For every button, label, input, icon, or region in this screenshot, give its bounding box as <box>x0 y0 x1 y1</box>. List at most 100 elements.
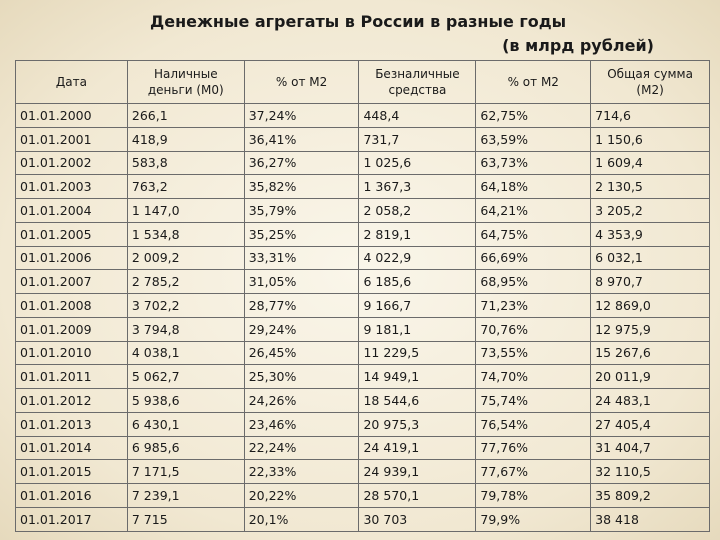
cell-total-m2: 714,6 <box>590 103 710 128</box>
cell-cash-m0: 3 702,2 <box>126 293 245 318</box>
cell-date: 01.01.2006 <box>15 245 128 271</box>
cell-noncash: 1 025,6 <box>358 150 477 176</box>
cell-total-m2: 12 869,0 <box>590 293 710 318</box>
cell-cash-m0: 3 794,8 <box>126 316 245 342</box>
cell-noncash: 24 939,1 <box>358 459 477 484</box>
cell-total-m2: 8 970,7 <box>590 269 710 294</box>
cell-total-m2: 1 150,6 <box>590 126 710 152</box>
table-row: 01.01.2016 7 239,1 20,22% 28 570,1 79,78% 35 … <box>15 483 710 508</box>
cell-noncash-share: 64,21% <box>475 198 592 223</box>
cell-noncash: 14 949,1 <box>358 364 477 389</box>
table-row: 01.01.2003 763,2 35,82% 1 367,3 64,18% 2 130,… <box>15 174 710 199</box>
title-line-2: (в млрд рублей) <box>502 36 654 55</box>
cell-noncash-share: 76,54% <box>475 411 592 437</box>
cell-cash-m0: 7 171,5 <box>126 459 245 484</box>
cell-total-m2: 3 205,2 <box>590 198 710 223</box>
cell-total-m2: 1 609,4 <box>590 150 710 176</box>
cell-cash-share: 33,31% <box>243 245 360 271</box>
cell-cash-m0: 2 785,2 <box>126 269 245 294</box>
cell-noncash-share: 77,67% <box>475 459 592 484</box>
cell-cash-share: 22,33% <box>243 459 360 484</box>
cell-total-m2: 32 110,5 <box>590 459 710 484</box>
header-date: Дата <box>15 60 128 104</box>
cell-cash-share: 36,41% <box>243 126 360 152</box>
cell-noncash-share: 70,76% <box>475 316 592 342</box>
cell-noncash-share: 71,23% <box>475 293 592 318</box>
table-row: 01.01.2015 7 171,5 22,33% 24 939,1 77,67% 32 … <box>15 459 710 484</box>
table-row: 01.01.2009 3 794,8 29,24% 9 181,1 70,76% 12 9… <box>15 316 710 342</box>
cell-noncash-share: 77,76% <box>475 435 592 461</box>
cell-cash-share: 35,79% <box>243 198 360 223</box>
cell-noncash-share: 73,55% <box>475 340 592 366</box>
cell-cash-share: 35,25% <box>243 221 360 247</box>
cell-date: 01.01.2004 <box>15 198 128 223</box>
cell-cash-share: 28,77% <box>243 293 360 318</box>
cell-date: 01.01.2016 <box>15 483 128 508</box>
cell-noncash: 731,7 <box>358 126 477 152</box>
cell-noncash: 28 570,1 <box>358 483 477 508</box>
cell-noncash: 1 367,3 <box>358 174 477 199</box>
cell-date: 01.01.2010 <box>15 340 128 366</box>
cell-noncash-share: 79,78% <box>475 483 592 508</box>
cell-date: 01.01.2000 <box>15 103 128 128</box>
cell-noncash-share: 79,9% <box>475 506 592 532</box>
cell-noncash: 9 181,1 <box>358 316 477 342</box>
table-row: 01.01.2011 5 062,7 25,30% 14 949,1 74,70% 20 … <box>15 364 710 389</box>
money-aggregates-table: Дата Наличные деньги (М0) % от М2 Безнал… <box>15 60 710 532</box>
cell-cash-share: 25,30% <box>243 364 360 389</box>
cell-noncash: 20 975,3 <box>358 411 477 437</box>
cell-cash-m0: 6 985,6 <box>126 435 245 461</box>
cell-date: 01.01.2005 <box>15 221 128 247</box>
cell-date: 01.01.2009 <box>15 316 128 342</box>
table-row: 01.01.2006 2 009,2 33,31% 4 022,9 66,69% 6 03… <box>15 245 710 271</box>
table-row: 01.01.2008 3 702,2 28,77% 9 166,7 71,23% 12 8… <box>15 293 710 318</box>
cell-date: 01.01.2007 <box>15 269 128 294</box>
table-row: 01.01.2017 7 715 20,1% 30 703 79,9% 38 418 <box>15 506 710 532</box>
cell-noncash: 448,4 <box>358 103 477 128</box>
cell-cash-share: 23,46% <box>243 411 360 437</box>
table-row: 01.01.2002 583,8 36,27% 1 025,6 63,73% 1 609,… <box>15 150 710 176</box>
cell-noncash-share: 63,73% <box>475 150 592 176</box>
cell-total-m2: 2 130,5 <box>590 174 710 199</box>
cell-cash-m0: 418,9 <box>126 126 245 152</box>
cell-cash-share: 35,82% <box>243 174 360 199</box>
cell-date: 01.01.2014 <box>15 435 128 461</box>
cell-cash-share: 22,24% <box>243 435 360 461</box>
table-row: 01.01.2001 418,9 36,41% 731,7 63,59% 1 150,6 <box>15 126 710 152</box>
cell-cash-share: 26,45% <box>243 340 360 366</box>
cell-noncash: 9 166,7 <box>358 293 477 318</box>
cell-noncash-share: 63,59% <box>475 126 592 152</box>
table-row: 01.01.2007 2 785,2 31,05% 6 185,6 68,95% 8 97… <box>15 269 710 294</box>
cell-total-m2: 6 032,1 <box>590 245 710 271</box>
cell-total-m2: 27 405,4 <box>590 411 710 437</box>
table-row: 01.01.2004 1 147,0 35,79% 2 058,2 64,21% 3 20… <box>15 198 710 223</box>
table-row: 01.01.2012 5 938,6 24,26% 18 544,6 75,74% 24 … <box>15 388 710 413</box>
cell-noncash-share: 68,95% <box>475 269 592 294</box>
cell-total-m2: 20 011,9 <box>590 364 710 389</box>
cell-date: 01.01.2002 <box>15 150 128 176</box>
cell-total-m2: 35 809,2 <box>590 483 710 508</box>
cell-noncash-share: 66,69% <box>475 245 592 271</box>
cell-date: 01.01.2012 <box>15 388 128 413</box>
cell-cash-m0: 5 938,6 <box>126 388 245 413</box>
cell-cash-share: 31,05% <box>243 269 360 294</box>
header-noncash: Безналичные средства <box>358 60 477 104</box>
cell-date: 01.01.2013 <box>15 411 128 437</box>
cell-cash-m0: 5 062,7 <box>126 364 245 389</box>
cell-date: 01.01.2011 <box>15 364 128 389</box>
cell-total-m2: 31 404,7 <box>590 435 710 461</box>
cell-noncash: 2 819,1 <box>358 221 477 247</box>
cell-cash-share: 20,1% <box>243 506 360 532</box>
table-row: 01.01.2013 6 430,1 23,46% 20 975,3 76,54% 27 … <box>15 411 710 437</box>
cell-cash-m0: 2 009,2 <box>126 245 245 271</box>
cell-cash-share: 24,26% <box>243 388 360 413</box>
cell-noncash: 6 185,6 <box>358 269 477 294</box>
cell-noncash: 30 703 <box>358 506 477 532</box>
cell-noncash-share: 64,75% <box>475 221 592 247</box>
cell-date: 01.01.2015 <box>15 459 128 484</box>
table-row: 01.01.2014 6 985,6 22,24% 24 419,1 77,76% 31 … <box>15 435 710 461</box>
cell-cash-share: 29,24% <box>243 316 360 342</box>
cell-total-m2: 4 353,9 <box>590 221 710 247</box>
cell-noncash: 4 022,9 <box>358 245 477 271</box>
